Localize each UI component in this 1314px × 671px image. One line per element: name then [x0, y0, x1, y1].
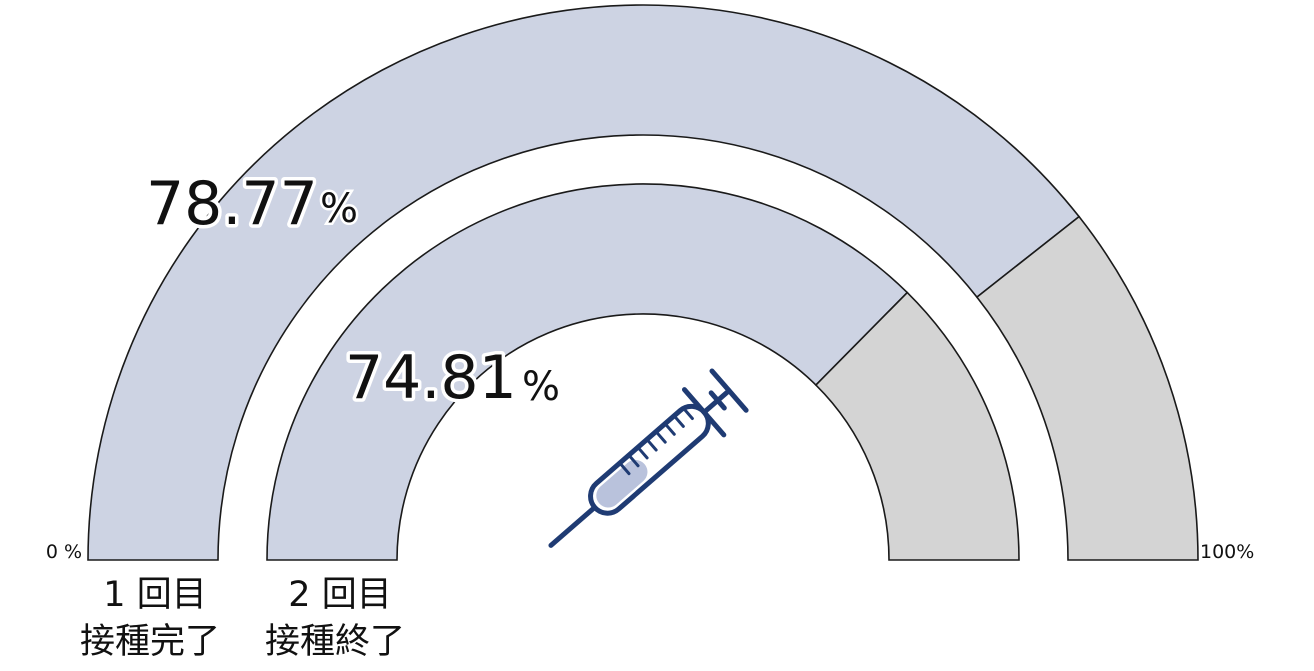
series-2-unit: %: [522, 364, 560, 410]
syringe-icon: [548, 368, 749, 548]
axis-max-label: 100%: [1200, 541, 1254, 563]
series-1-filled-arc: [87, 4, 1081, 561]
series-1-label-line2: 接種完了: [80, 622, 220, 662]
series-1-remaining-arc: [975, 215, 1199, 561]
series-2-value: 74.81: [345, 343, 517, 413]
series-2-remaining-arc: [814, 291, 1020, 561]
series-1-value: 78.77: [146, 169, 318, 239]
series-1-label-line1: 1 回目: [103, 575, 206, 615]
gauge-arcs: [87, 4, 1199, 561]
series-1-value-label: 78.77 %: [143, 166, 361, 243]
series-2-label-line2: 接種終了: [265, 622, 405, 662]
series-2-filled-arc: [266, 183, 909, 561]
series-2-value-label: 74.81 %: [342, 340, 563, 417]
axis-min-label: 0 %: [46, 541, 82, 563]
series-1-unit: %: [320, 186, 358, 232]
series-2-label-line1: 2 回目: [288, 575, 391, 615]
